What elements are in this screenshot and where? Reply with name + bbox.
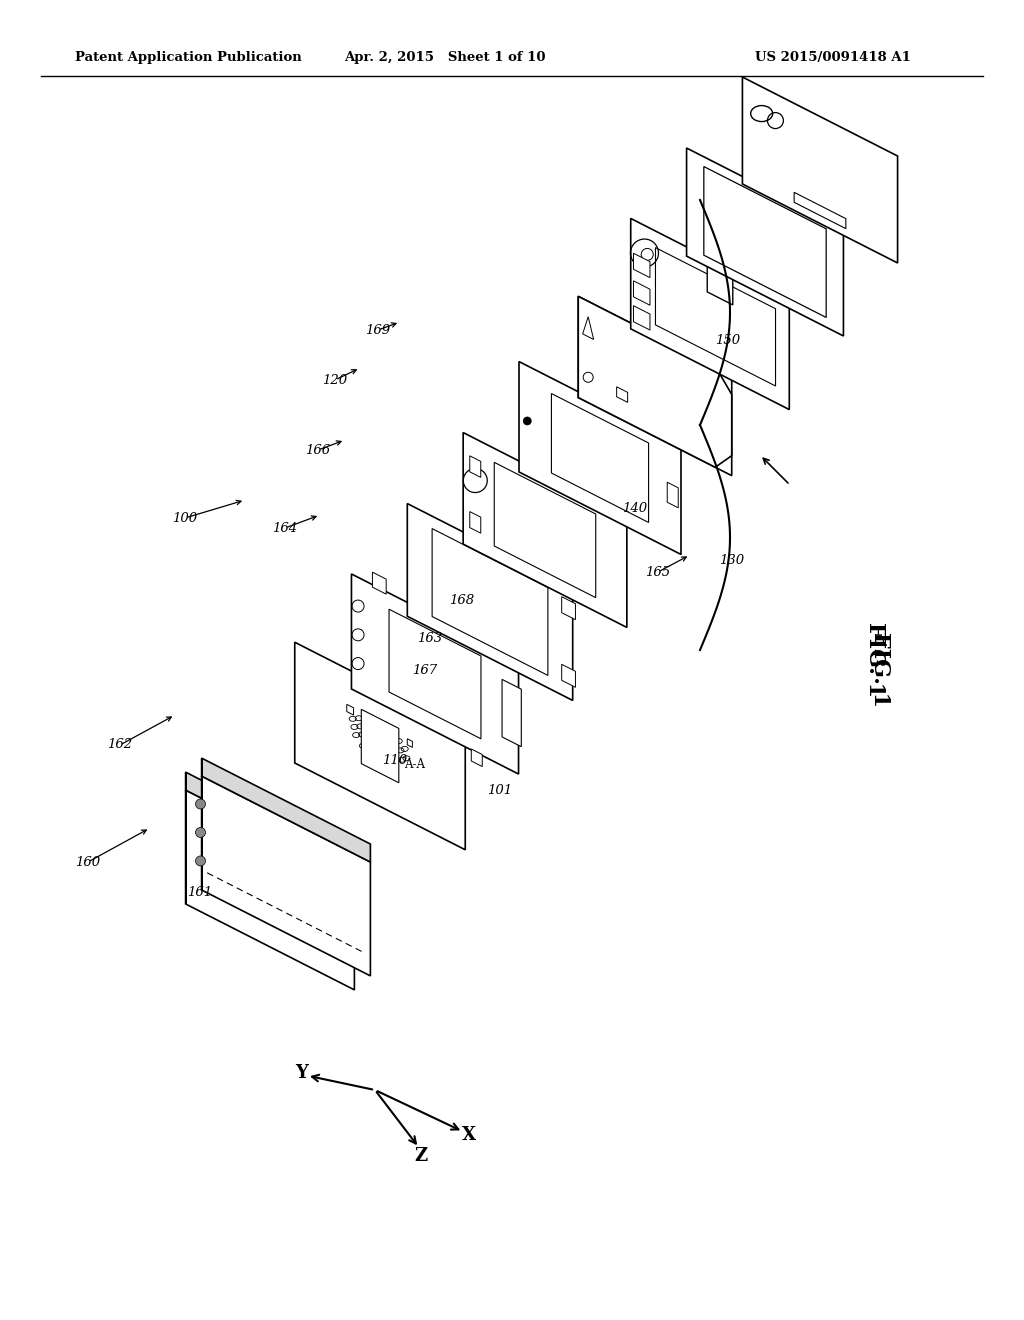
Text: Apr. 2, 2015   Sheet 1 of 10: Apr. 2, 2015 Sheet 1 of 10	[344, 51, 546, 65]
Circle shape	[196, 855, 206, 866]
Circle shape	[523, 417, 531, 425]
Polygon shape	[408, 503, 572, 701]
Polygon shape	[295, 643, 465, 850]
Polygon shape	[655, 248, 775, 385]
Text: 150: 150	[716, 334, 740, 346]
Polygon shape	[470, 455, 480, 478]
Polygon shape	[471, 748, 482, 767]
Polygon shape	[185, 791, 354, 990]
Text: US 2015/0091418 A1: US 2015/0091418 A1	[755, 51, 911, 65]
Polygon shape	[347, 705, 353, 715]
Polygon shape	[634, 281, 650, 305]
Text: 160: 160	[76, 855, 100, 869]
Text: 167: 167	[413, 664, 437, 676]
Polygon shape	[686, 148, 844, 337]
Text: Patent Application Publication: Patent Application Publication	[75, 51, 302, 65]
Polygon shape	[185, 772, 354, 876]
Text: 120: 120	[323, 374, 347, 387]
Polygon shape	[495, 462, 596, 598]
Polygon shape	[708, 263, 733, 305]
Text: 166: 166	[305, 444, 331, 457]
Text: 140: 140	[623, 502, 647, 515]
Text: 168: 168	[450, 594, 474, 606]
Polygon shape	[795, 193, 846, 228]
Text: 110: 110	[382, 754, 408, 767]
Text: 162: 162	[108, 738, 132, 751]
Polygon shape	[463, 433, 627, 627]
Text: 100: 100	[172, 511, 198, 524]
Polygon shape	[361, 709, 398, 783]
Polygon shape	[579, 296, 732, 475]
Text: Z: Z	[414, 1147, 427, 1164]
Text: FIG. 1: FIG. 1	[869, 632, 891, 708]
Polygon shape	[668, 482, 678, 508]
Text: 164: 164	[272, 521, 298, 535]
Polygon shape	[519, 362, 681, 554]
Text: 101: 101	[487, 784, 513, 796]
Text: 130: 130	[720, 553, 744, 566]
Polygon shape	[583, 317, 594, 339]
Polygon shape	[351, 574, 518, 774]
Polygon shape	[432, 528, 548, 676]
Polygon shape	[631, 218, 790, 409]
Polygon shape	[616, 387, 628, 403]
Polygon shape	[408, 739, 413, 747]
Polygon shape	[634, 306, 650, 330]
Polygon shape	[579, 296, 732, 467]
Polygon shape	[562, 664, 575, 688]
Polygon shape	[502, 680, 521, 747]
Circle shape	[196, 799, 206, 809]
Text: X: X	[463, 1126, 476, 1144]
Text: Y: Y	[295, 1064, 308, 1082]
Polygon shape	[389, 610, 481, 739]
Polygon shape	[202, 758, 371, 862]
Text: 169: 169	[366, 323, 390, 337]
Polygon shape	[634, 253, 650, 277]
Text: 165: 165	[645, 565, 671, 578]
Text: A-A: A-A	[404, 758, 426, 771]
Polygon shape	[551, 393, 648, 523]
Text: 161: 161	[187, 886, 213, 899]
Polygon shape	[470, 512, 480, 533]
Polygon shape	[703, 166, 826, 318]
Polygon shape	[742, 77, 898, 263]
Polygon shape	[373, 572, 386, 594]
Text: FIG. 1: FIG. 1	[864, 623, 886, 697]
Text: 163: 163	[418, 631, 442, 644]
Circle shape	[196, 828, 206, 837]
Polygon shape	[562, 597, 575, 619]
Polygon shape	[202, 776, 371, 975]
